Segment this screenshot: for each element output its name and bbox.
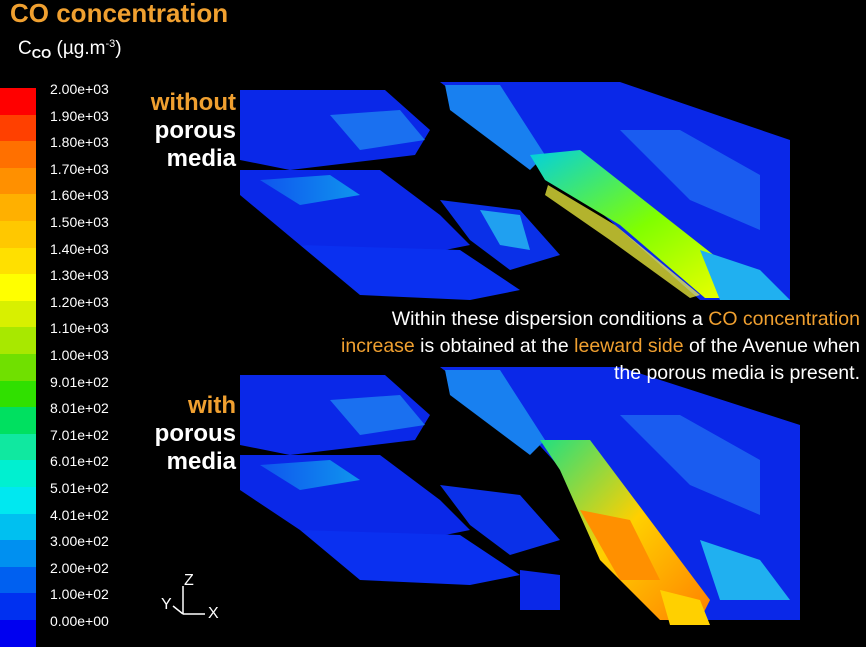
- colorbar-tick-label: 0.00e+00: [50, 613, 109, 629]
- colorbar-segment: [0, 274, 36, 302]
- colorbar-segment: [0, 300, 36, 328]
- colorbar-segment: [0, 540, 36, 568]
- axis-x-label: X: [208, 605, 219, 622]
- colorbar-tick-label: 2.00e+02: [50, 559, 109, 576]
- colorbar-segment: [0, 141, 36, 169]
- colorbar-tick-label: 1.00e+02: [50, 586, 109, 603]
- colorbar-tick-label: 1.10e+03: [50, 320, 109, 337]
- colorbar-segment: [0, 194, 36, 222]
- colorbar-tick-label: 1.80e+03: [50, 134, 109, 151]
- colorbar-segment: [0, 407, 36, 435]
- colorbar-segment: [0, 247, 36, 275]
- colorbar-segment: [0, 380, 36, 408]
- colorbar-tick-label: 1.60e+03: [50, 187, 109, 204]
- colorbar-segment: [0, 593, 36, 621]
- colorbar-tick-label: 9.01e+02: [50, 373, 109, 390]
- annotation-text: Within these dispersion conditions a CO …: [341, 308, 860, 384]
- axes-triad: Z Y X: [155, 572, 235, 622]
- colorbar-tick-label: 7.01e+02: [50, 426, 109, 443]
- colorbar-tick-label: 6.01e+02: [50, 453, 109, 470]
- colorbar-segment: [0, 167, 36, 195]
- concentration-maps: [240, 82, 800, 625]
- colorbar-tick-label: 1.00e+03: [50, 347, 109, 363]
- axis-y-label: Y: [161, 596, 172, 613]
- colorbar-tick-label: 4.01e+02: [50, 506, 109, 523]
- colorbar-segment: [0, 460, 36, 488]
- colorbar-tick-label: 1.70e+03: [50, 160, 109, 177]
- axis-z-label: Z: [184, 572, 194, 589]
- colorbar-segment: [0, 88, 36, 116]
- colorbar-tick-label: 1.90e+03: [50, 107, 109, 124]
- colorbar-segment: [0, 513, 36, 541]
- colorbar-tick-label: 3.00e+02: [50, 533, 109, 550]
- colorbar-segment: [0, 327, 36, 355]
- colorbar-segment: [0, 114, 36, 142]
- map-without-porous-media: [240, 82, 790, 300]
- colorbar-segment: [0, 433, 36, 461]
- colorbar-tick-label: 1.50e+03: [50, 214, 109, 230]
- colorbar-tick-label: 1.20e+03: [50, 293, 109, 310]
- colorbar-tick-label: 5.01e+02: [50, 480, 109, 496]
- colorbar-unit-label: CCO (µg.m-3): [18, 38, 122, 61]
- colorbar-tick-label: 2.00e+03: [50, 81, 109, 97]
- colorbar-segment: [0, 487, 36, 515]
- top-view-label: without porous media: [150, 89, 236, 172]
- colorbar-tick-label: 1.40e+03: [50, 240, 109, 257]
- bottom-view-label: with porous media: [154, 392, 236, 475]
- colorbar-tick-label: 1.30e+03: [50, 267, 109, 284]
- colorbar-segment: [0, 221, 36, 249]
- map-with-porous-media: [240, 367, 800, 625]
- colorbar-segment: [0, 354, 36, 382]
- colorbar-tick-label: 8.01e+02: [50, 400, 109, 417]
- figure-title: CO concentration: [10, 0, 229, 28]
- colorbar-segment: [0, 566, 36, 594]
